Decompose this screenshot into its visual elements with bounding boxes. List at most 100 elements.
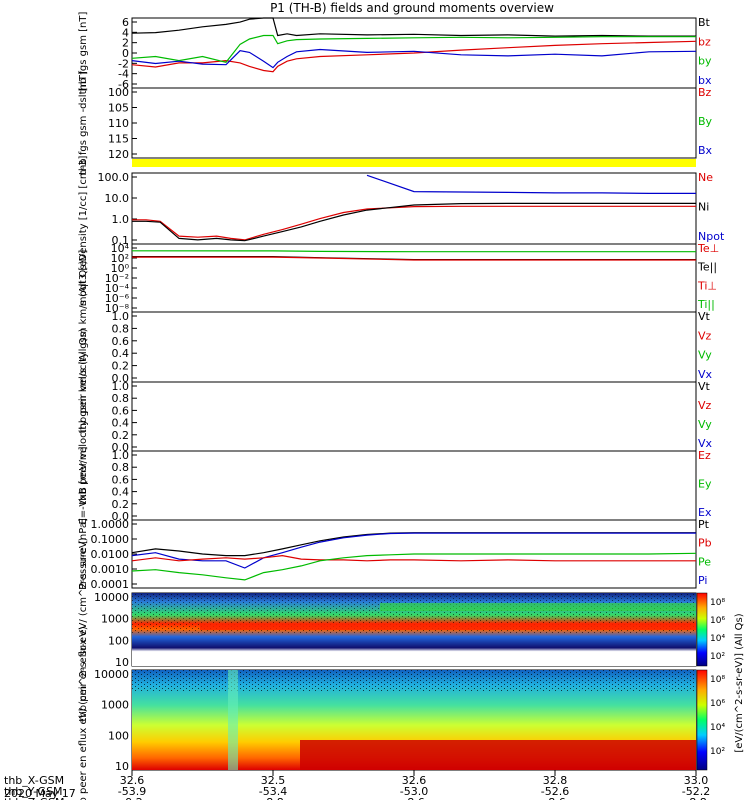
ytick-label: 10² xyxy=(111,252,129,265)
ytick-label: 0.0100 xyxy=(91,548,130,561)
orbit-value: -53.4 xyxy=(259,785,287,798)
ytick-label: 0.6 xyxy=(112,473,130,486)
ytick-label: 100.0 xyxy=(98,171,130,184)
ytick-label: 0.6 xyxy=(112,335,130,348)
colorbar-top xyxy=(696,592,708,667)
ytick-label: 0 xyxy=(122,47,129,60)
ytick-label: 0.4 xyxy=(112,417,130,430)
ytick-label: 10 xyxy=(115,656,129,669)
legend-Bt: Bt xyxy=(698,16,711,29)
ytick-label: -6 xyxy=(118,78,129,91)
ytick-label: 1.0000 xyxy=(91,518,130,531)
orbit-value: -53.0 xyxy=(400,785,428,798)
legend-Ne: Ne xyxy=(698,171,713,184)
ytick-label: 6 xyxy=(122,16,129,29)
ytick-label: 10⁴ xyxy=(111,242,130,255)
legend-Bz: Bz xyxy=(698,86,712,99)
legend-Vz: Vz xyxy=(698,399,712,412)
legend-Ni: Ni xyxy=(698,201,709,214)
ytick-label: -4 xyxy=(118,68,129,81)
colorbar-tick: 10⁴ xyxy=(710,723,725,733)
legend-By: By xyxy=(698,115,713,128)
peer-heat-speckle xyxy=(132,670,696,692)
orbit-value: 32.8 xyxy=(543,774,568,787)
ytick-label: 1.0 xyxy=(112,449,130,462)
colorbar-tick: 10² xyxy=(710,652,725,662)
orbit-value: -53.9 xyxy=(118,785,146,798)
ytick-label: 120 xyxy=(108,148,129,161)
ylabel: thb fgs gsm [nT] xyxy=(78,12,89,95)
legend-Npot: Npot xyxy=(698,230,725,243)
ylabel: thb peer velocity gsm km/s (All Qs) xyxy=(78,328,89,504)
legend-Ey: Ey xyxy=(698,478,712,491)
ytick-label: 1.0 xyxy=(112,310,130,323)
orbit-value: -8.8 xyxy=(685,796,706,800)
ytick-label: -2 xyxy=(118,57,129,70)
ytick-label: 10.0 xyxy=(105,192,130,205)
ylabel: thb fgs gsm -dsl [nT] xyxy=(78,71,89,175)
peir-heat-highflux xyxy=(380,603,696,611)
panel-1: 100 105 110 115 120 thb fgs gsm -dsl [nT] Bz By… xyxy=(78,71,713,175)
panel-6: 1.00.80.60.40.20.0 E=-VxB [mV/m] Ez Ey Ex xyxy=(78,446,712,524)
legend-Ti||: Ti|| xyxy=(697,298,715,311)
ytick-label: 110 xyxy=(108,117,129,130)
orbit-value: -52.6 xyxy=(541,785,569,798)
orbit-row-label: thb_X-GSM xyxy=(4,774,64,787)
ytick-label: 10000 xyxy=(94,591,129,604)
ytick-label: 10⁻² xyxy=(105,272,129,285)
ytick-label: 0.8 xyxy=(112,322,130,335)
series-Ni xyxy=(132,202,696,242)
ytick-label: 0.0010 xyxy=(91,563,130,576)
legend-Pe: Pe xyxy=(698,555,711,568)
peir-heat-band xyxy=(200,624,696,630)
legend-Pt: Pt xyxy=(698,518,710,531)
legend-Ti⊥: Ti⊥ xyxy=(697,279,717,292)
series-Ti|| xyxy=(131,250,696,253)
ytick-label: 0.0 xyxy=(112,510,130,523)
colorbar-tick: 10⁶ xyxy=(710,616,725,626)
legend-Vy: Vy xyxy=(698,418,712,431)
ytick-label: 0.8 xyxy=(112,392,130,405)
ytick-label: 0.0001 xyxy=(91,578,130,591)
ytick-label: 0.0 xyxy=(112,372,130,385)
ytick-label: 100 xyxy=(108,86,129,99)
orbit-value: -52.2 xyxy=(682,785,710,798)
colorbar-tick: 10⁸ xyxy=(710,675,725,685)
ytick-label: 0.1000 xyxy=(91,533,130,546)
legend-Pb: Pb xyxy=(698,537,712,550)
ytick-label: 100 xyxy=(108,634,129,647)
ytick-label: 105 xyxy=(108,102,129,115)
orbit-row-label: thb_Z-GSM xyxy=(4,796,64,800)
ytick-label: 0.2 xyxy=(112,360,130,373)
ylabel: thb peir en eflux eV/ (cm^2-s- sr-eV) xyxy=(78,537,89,721)
ytick-label: 10⁻⁶ xyxy=(105,292,130,305)
ytick-label: 0.4 xyxy=(112,486,130,499)
ytick-label: 1.0 xyxy=(112,380,130,393)
orbit-value: 33.0 xyxy=(684,774,709,787)
ylabel: thb peir velocity gsm km/s (All Qs) xyxy=(78,260,89,433)
series-Ne xyxy=(132,205,696,241)
legend-Vx: Vx xyxy=(698,437,713,450)
ylabel: moqt3 [eV] xyxy=(78,250,89,307)
series-Te⊥ xyxy=(132,256,696,261)
legend-Vz: Vz xyxy=(698,329,712,342)
orbit-value: -9.2 xyxy=(121,796,142,800)
ytick-label: 115 xyxy=(108,133,129,146)
legend-Ez: Ez xyxy=(698,449,711,462)
ylabel: Pressure [nPa] xyxy=(78,518,89,590)
ytick-label: 0.8 xyxy=(112,461,130,474)
legend-Te⊥: Te⊥ xyxy=(697,242,719,255)
series-Pi xyxy=(131,532,696,569)
ytick-label: 1.0 xyxy=(112,213,130,226)
legend-by: by xyxy=(698,55,712,68)
series-Npot xyxy=(366,174,696,194)
legend-Ex: Ex xyxy=(698,506,712,519)
ytick-label: 0.2 xyxy=(112,429,130,442)
legend-Bx: Bx xyxy=(698,144,713,157)
orbit-value: 32.6 xyxy=(402,774,427,787)
colorbar-tick: 10² xyxy=(710,747,725,757)
